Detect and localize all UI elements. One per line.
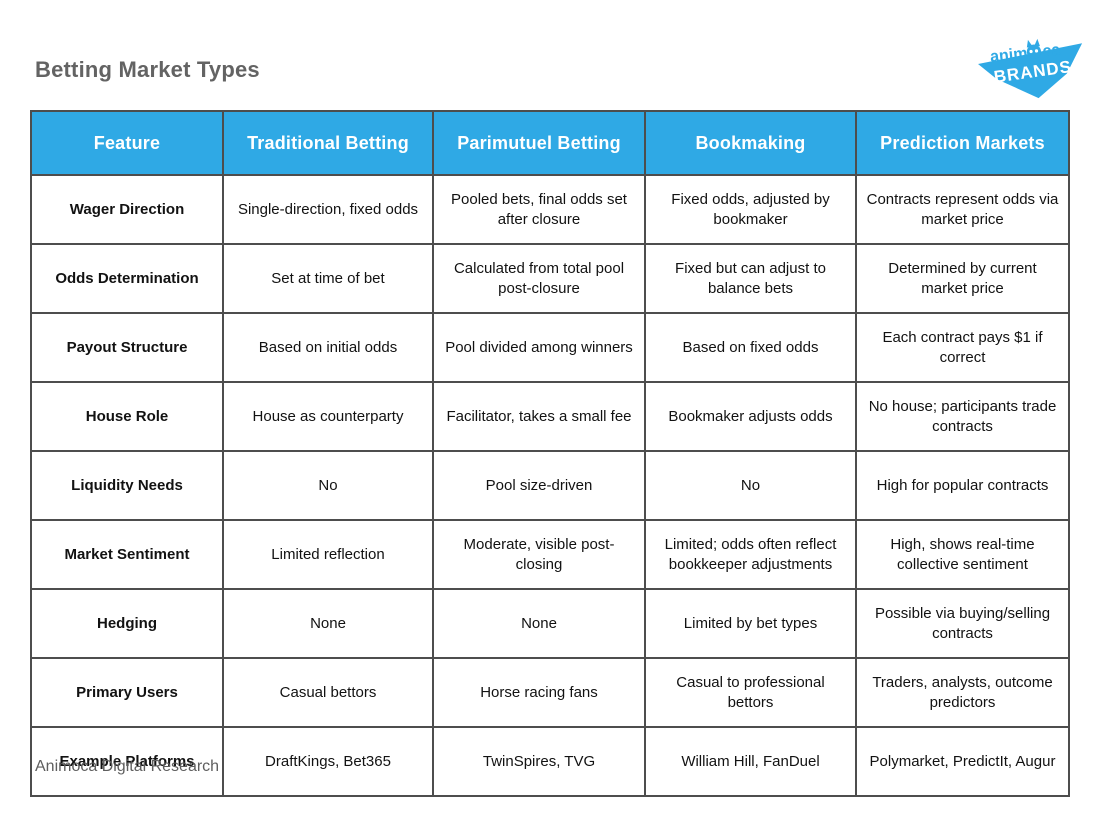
feature-cell: Wager Direction — [30, 174, 224, 245]
feature-cell: House Role — [30, 381, 224, 452]
table-cell: Pooled bets, final odds set after closur… — [432, 174, 646, 245]
table-row-hedging: Hedging None None Limited by bet types P… — [30, 588, 1070, 659]
table-cell: Pool size-driven — [432, 450, 646, 521]
feature-cell: Liquidity Needs — [30, 450, 224, 521]
table-cell: Single-direction, fixed odds — [222, 174, 434, 245]
table-cell: Horse racing fans — [432, 657, 646, 728]
table-cell: None — [432, 588, 646, 659]
table-cell: Fixed but can adjust to balance bets — [644, 243, 857, 314]
table-row-wager-direction: Wager Direction Single-direction, fixed … — [30, 174, 1070, 245]
table-cell: Limited by bet types — [644, 588, 857, 659]
betting-market-types-table: Feature Traditional Betting Parimutuel B… — [30, 110, 1070, 797]
table-cell: House as counterparty — [222, 381, 434, 452]
table-cell: Casual bettors — [222, 657, 434, 728]
table-cell: None — [222, 588, 434, 659]
table-row-example-platforms: Example Platforms DraftKings, Bet365 Twi… — [30, 726, 1070, 797]
table-cell: No — [222, 450, 434, 521]
table-cell: Limited; odds often reflect bookkeeper a… — [644, 519, 857, 590]
feature-cell: Odds Determination — [30, 243, 224, 314]
page-title: Betting Market Types — [35, 57, 260, 82]
table-cell: Casual to professional bettors — [644, 657, 857, 728]
table-cell: Based on initial odds — [222, 312, 434, 383]
monster-face-icon — [1026, 38, 1042, 59]
feature-cell: Primary Users — [30, 657, 224, 728]
logo-animoca-left-text: anim — [989, 44, 1028, 66]
table-cell: Pool divided among winners — [432, 312, 646, 383]
table-row-house-role: House Role House as counterparty Facilit… — [30, 381, 1070, 452]
logo-flag-shape — [978, 43, 1083, 99]
table-row-primary-users: Primary Users Casual bettors Horse racin… — [30, 657, 1070, 728]
table-cell: Limited reflection — [222, 519, 434, 590]
table-cell: High for popular contracts — [855, 450, 1070, 521]
table-cell: Polymarket, PredictIt, Augur — [855, 726, 1070, 797]
footer-credit: Animoca Digital Research — [35, 758, 220, 775]
header-row: Feature Traditional Betting Parimutuel B… — [30, 110, 1070, 176]
feature-cell: Hedging — [30, 588, 224, 659]
column-header-bookmaking: Bookmaking — [644, 110, 857, 176]
column-header-prediction-markets: Prediction Markets — [855, 110, 1070, 176]
animoca-logo-graphic: BRANDS anim ca — [978, 38, 1083, 99]
table-cell: Facilitator, takes a small fee — [432, 381, 646, 452]
table-cell: No — [644, 450, 857, 521]
table-cell: TwinSpires, TVG — [432, 726, 646, 797]
table-cell: Calculated from total pool post-closure — [432, 243, 646, 314]
feature-cell: Payout Structure — [30, 312, 224, 383]
logo-animoca-right-text: ca — [1042, 41, 1063, 61]
table-row-odds-determination: Odds Determination Set at time of bet Ca… — [30, 243, 1070, 314]
table-cell: Fixed odds, adjusted by bookmaker — [644, 174, 857, 245]
feature-cell: Market Sentiment — [30, 519, 224, 590]
feature-cell: Example Platforms — [30, 726, 224, 797]
table-cell: Each contract pays $1 if correct — [855, 312, 1070, 383]
table-cell: Moderate, visible post-closing — [432, 519, 646, 590]
table-row-market-sentiment: Market Sentiment Limited reflection Mode… — [30, 519, 1070, 590]
column-header-feature: Feature — [30, 110, 224, 176]
table-cell: Based on fixed odds — [644, 312, 857, 383]
table-cell: Bookmaker adjusts odds — [644, 381, 857, 452]
table-row-liquidity-needs: Liquidity Needs No Pool size-driven No H… — [30, 450, 1070, 521]
column-header-traditional-betting: Traditional Betting — [222, 110, 434, 176]
column-header-parimutuel-betting: Parimutuel Betting — [432, 110, 646, 176]
table-cell: Set at time of bet — [222, 243, 434, 314]
table-row-payout-structure: Payout Structure Based on initial odds P… — [30, 312, 1070, 383]
table-cell: Possible via buying/selling contracts — [855, 588, 1070, 659]
table-cell: DraftKings, Bet365 — [222, 726, 434, 797]
table-cell: William Hill, FanDuel — [644, 726, 857, 797]
table-cell: High, shows real-time collective sentime… — [855, 519, 1070, 590]
table-cell: Determined by current market price — [855, 243, 1070, 314]
animoca-brands-logo: BRANDS anim ca — [978, 30, 1084, 100]
table-cell: Traders, analysts, outcome predictors — [855, 657, 1070, 728]
table-cell: Contracts represent odds via market pric… — [855, 174, 1070, 245]
table-cell: No house; participants trade contracts — [855, 381, 1070, 452]
